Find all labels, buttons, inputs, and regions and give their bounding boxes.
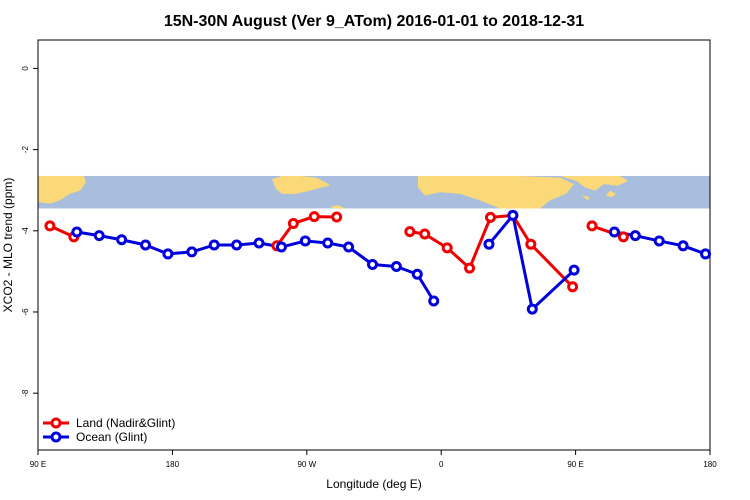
y-tick-label-4: -8 — [21, 389, 30, 397]
x-tick-label-3: 0 — [439, 460, 444, 469]
x-axis: 90 E 180 90 W 0 90 E 180 — [30, 450, 717, 469]
ocean-point-12 — [343, 241, 355, 253]
plot-frame — [37, 39, 711, 451]
ocean-point-19 — [526, 303, 538, 315]
land-point-12 — [525, 238, 537, 250]
map-land-2 — [330, 205, 346, 209]
land-point-9 — [464, 262, 476, 274]
ocean-point-11 — [322, 237, 334, 249]
ocean-point-6 — [208, 239, 220, 251]
y-axis-label: XCO2 - MLO trend (ppm) — [1, 178, 15, 313]
ocean-point-10 — [299, 235, 311, 247]
legend-ocean-marker — [50, 431, 62, 443]
ocean-point-8 — [253, 237, 265, 249]
ocean-point-21 — [608, 226, 620, 238]
series-layer — [44, 209, 712, 315]
ocean-point-7 — [231, 239, 243, 251]
land-point-13 — [567, 281, 579, 293]
x-tick-label-1: 180 — [166, 460, 180, 469]
ocean-point-9 — [275, 241, 287, 253]
land-series-line-2 — [409, 213, 574, 288]
x-axis-label: Longitude (deg E) — [326, 477, 421, 491]
map-land-3 — [418, 175, 574, 209]
y-tick-label-1: -2 — [21, 146, 30, 154]
land-point-10 — [484, 211, 496, 223]
land-point-4 — [308, 211, 320, 223]
ocean-point-5 — [186, 246, 198, 258]
y-axis: 0 -2 -4 -6 -8 — [21, 66, 38, 397]
land-point-5 — [331, 211, 343, 223]
map-land-4 — [560, 175, 628, 191]
y-tick-label-0: 0 — [21, 66, 30, 71]
ocean-point-24 — [677, 240, 689, 252]
x-tick-label-5: 180 — [703, 460, 717, 469]
ocean-point-14 — [390, 261, 402, 273]
ocean-point-17 — [483, 238, 495, 250]
ocean-point-16 — [428, 295, 440, 307]
map-land-1 — [272, 175, 330, 194]
ocean-point-23 — [653, 235, 665, 247]
x-tick-label-2: 90 W — [297, 460, 316, 469]
land-point-15 — [617, 231, 629, 243]
ocean-point-0 — [71, 226, 83, 238]
ocean-point-18 — [507, 209, 519, 221]
map-land-6 — [582, 195, 590, 201]
ocean-series-line-1 — [487, 213, 576, 311]
land-point-0 — [44, 220, 56, 232]
land-point-3 — [287, 217, 299, 229]
land-point-8 — [441, 242, 453, 254]
land-point-6 — [404, 226, 416, 238]
legend-ocean-label: Ocean (Glint) — [76, 430, 147, 444]
legend-land-marker — [50, 417, 62, 429]
ocean-point-25 — [700, 248, 712, 260]
map-land-5 — [606, 190, 616, 198]
legend-land-label: Land (Nadir&Glint) — [76, 416, 175, 430]
land-point-7 — [419, 228, 431, 240]
x-tick-label-0: 90 E — [30, 460, 46, 469]
ocean-point-2 — [116, 234, 128, 246]
ocean-point-15 — [411, 268, 423, 280]
world-map-band — [38, 175, 710, 209]
ocean-point-22 — [629, 230, 641, 242]
ocean-point-13 — [367, 258, 379, 270]
land-series-line-1 — [275, 215, 337, 247]
y-tick-label-3: -6 — [21, 308, 30, 316]
land-point-14 — [586, 220, 598, 232]
ocean-point-1 — [93, 230, 105, 242]
y-tick-label-2: -4 — [21, 227, 30, 235]
ocean-point-4 — [162, 248, 174, 260]
chart-title: 15N-30N August (Ver 9_ATom) 2016-01-01 t… — [164, 13, 584, 30]
ocean-point-20 — [568, 264, 580, 276]
map-land-0 — [38, 175, 86, 204]
legend: Land (Nadir&Glint) Ocean (Glint) — [43, 416, 175, 444]
x-tick-label-4: 90 E — [567, 460, 583, 469]
ocean-point-3 — [140, 239, 152, 251]
